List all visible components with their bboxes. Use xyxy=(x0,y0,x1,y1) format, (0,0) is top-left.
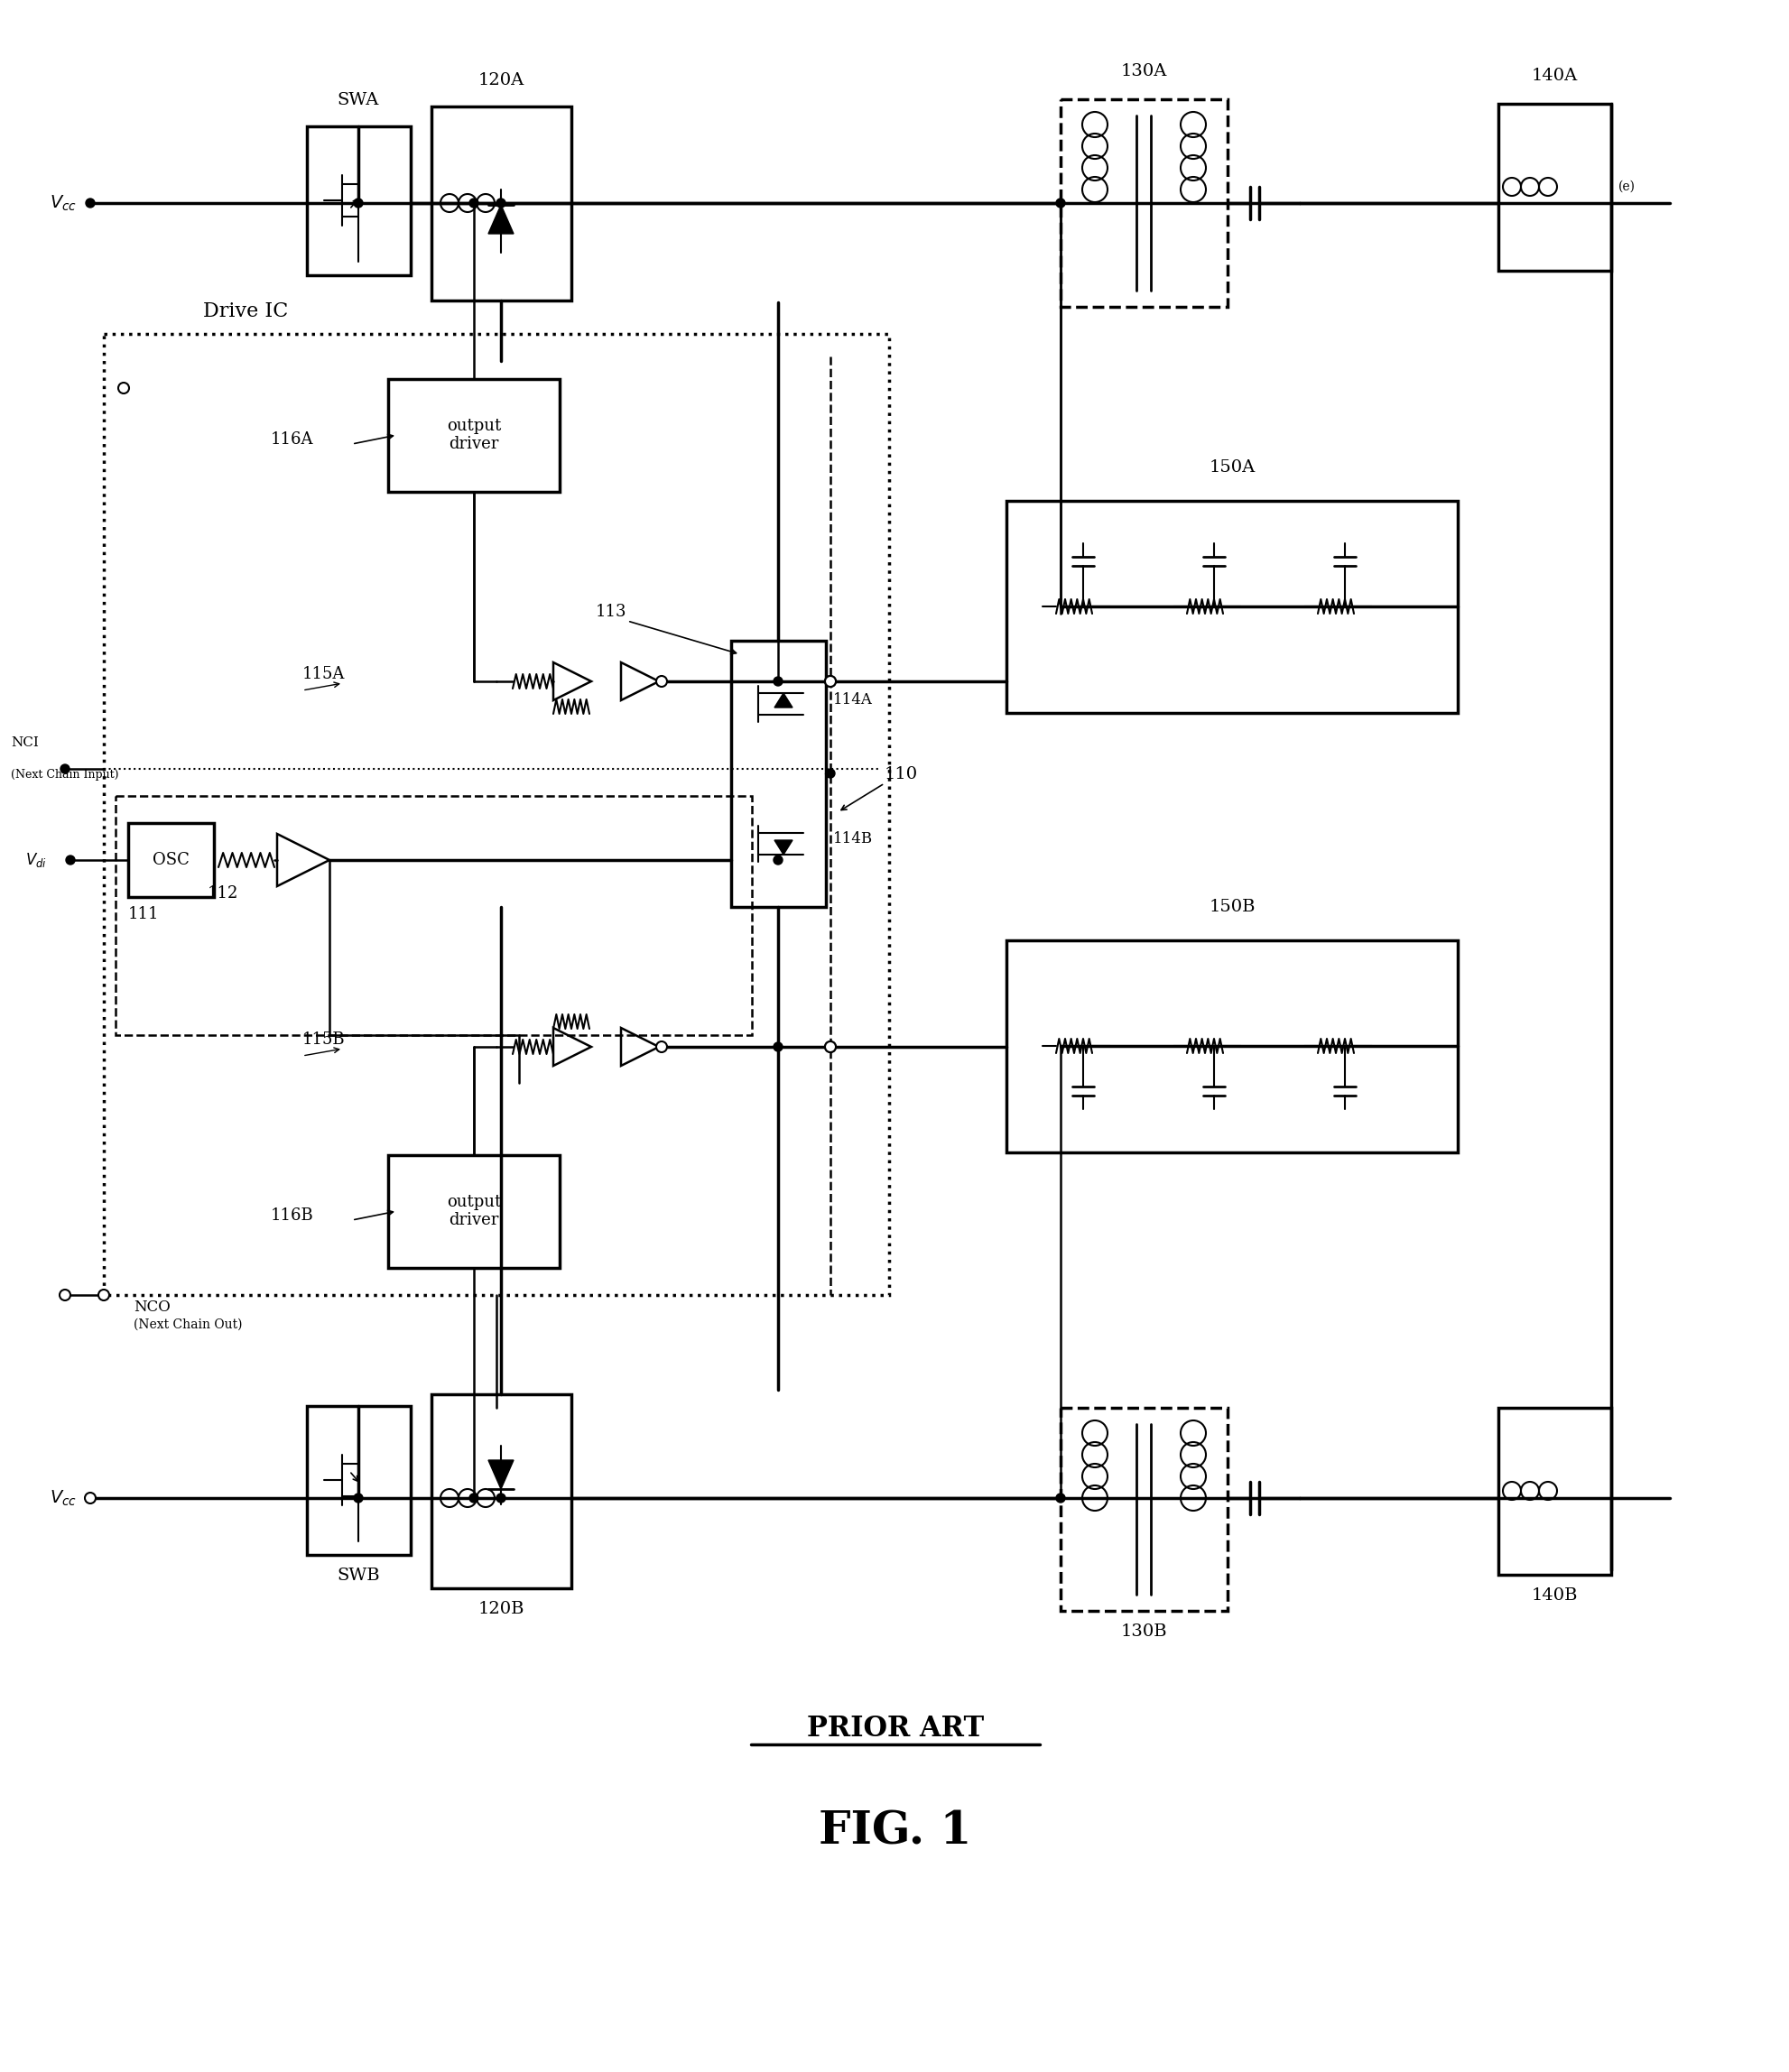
Circle shape xyxy=(825,1042,835,1053)
Polygon shape xyxy=(488,1461,513,1490)
Text: output
driver: output driver xyxy=(447,416,501,452)
Text: $V_{di}$: $V_{di}$ xyxy=(25,852,47,868)
Circle shape xyxy=(66,856,75,864)
Polygon shape xyxy=(775,692,793,707)
Text: 116B: 116B xyxy=(270,1208,313,1225)
Text: (e): (e) xyxy=(1617,180,1635,193)
Circle shape xyxy=(1056,199,1064,207)
Polygon shape xyxy=(488,205,513,234)
Text: SWB: SWB xyxy=(336,1569,379,1583)
Circle shape xyxy=(59,1289,70,1301)
Circle shape xyxy=(354,1494,363,1502)
Text: 112: 112 xyxy=(208,885,238,901)
Bar xyxy=(306,126,410,276)
Bar xyxy=(431,106,571,300)
Bar xyxy=(388,1154,560,1268)
Bar xyxy=(388,379,560,491)
Text: 113: 113 xyxy=(596,603,626,620)
Circle shape xyxy=(773,1042,782,1051)
Text: NCO: NCO xyxy=(134,1299,170,1316)
Circle shape xyxy=(496,1494,504,1502)
Text: Drive IC: Drive IC xyxy=(202,300,288,321)
Polygon shape xyxy=(775,839,793,854)
Text: FIG. 1: FIG. 1 xyxy=(819,1809,971,1854)
Bar xyxy=(104,334,889,1295)
Bar xyxy=(431,1394,571,1589)
Circle shape xyxy=(773,856,782,864)
Bar xyxy=(1497,104,1610,271)
Text: (Next Chain Input): (Next Chain Input) xyxy=(11,769,118,781)
Circle shape xyxy=(496,199,504,207)
Circle shape xyxy=(825,675,835,686)
Circle shape xyxy=(118,383,129,394)
Text: 115A: 115A xyxy=(302,665,345,682)
Bar xyxy=(1497,1407,1610,1575)
Text: $V_{cc}$: $V_{cc}$ xyxy=(50,1488,77,1508)
Text: SWA: SWA xyxy=(338,91,379,108)
Text: (Next Chain Out): (Next Chain Out) xyxy=(134,1318,242,1330)
Circle shape xyxy=(84,1492,95,1504)
Circle shape xyxy=(469,199,478,207)
Circle shape xyxy=(825,675,835,686)
Text: 114A: 114A xyxy=(832,692,873,707)
Text: output
driver: output driver xyxy=(447,1193,501,1229)
Circle shape xyxy=(61,765,70,773)
Circle shape xyxy=(657,675,667,686)
Circle shape xyxy=(1056,1494,1064,1502)
Text: 110: 110 xyxy=(884,767,918,783)
Circle shape xyxy=(469,1494,478,1502)
Text: PRIOR ART: PRIOR ART xyxy=(807,1714,984,1743)
Text: 111: 111 xyxy=(129,905,159,922)
Bar xyxy=(116,796,751,1036)
Bar xyxy=(730,640,825,908)
Text: NCI: NCI xyxy=(11,736,39,748)
Text: 115B: 115B xyxy=(302,1032,345,1048)
Bar xyxy=(129,823,215,897)
Bar xyxy=(1061,99,1227,307)
Text: 140A: 140A xyxy=(1530,68,1576,85)
Circle shape xyxy=(354,199,363,207)
Circle shape xyxy=(657,1042,667,1053)
Circle shape xyxy=(825,1042,835,1053)
Text: $V_{cc}$: $V_{cc}$ xyxy=(50,193,77,213)
Text: 130B: 130B xyxy=(1120,1624,1166,1639)
Text: OSC: OSC xyxy=(152,852,190,868)
Text: 150B: 150B xyxy=(1208,899,1254,916)
Bar xyxy=(1005,941,1456,1152)
Circle shape xyxy=(98,1289,109,1301)
Circle shape xyxy=(773,678,782,686)
Text: 150A: 150A xyxy=(1208,460,1254,477)
Text: 120A: 120A xyxy=(478,73,524,89)
Text: 114B: 114B xyxy=(832,831,873,847)
Bar xyxy=(306,1407,410,1554)
Bar xyxy=(1005,501,1456,713)
Circle shape xyxy=(86,199,95,207)
Text: 130A: 130A xyxy=(1120,62,1166,79)
Text: 120B: 120B xyxy=(478,1602,524,1616)
Text: 116A: 116A xyxy=(270,431,313,448)
Circle shape xyxy=(825,769,834,777)
Text: 140B: 140B xyxy=(1530,1587,1576,1604)
Bar xyxy=(1061,1407,1227,1610)
